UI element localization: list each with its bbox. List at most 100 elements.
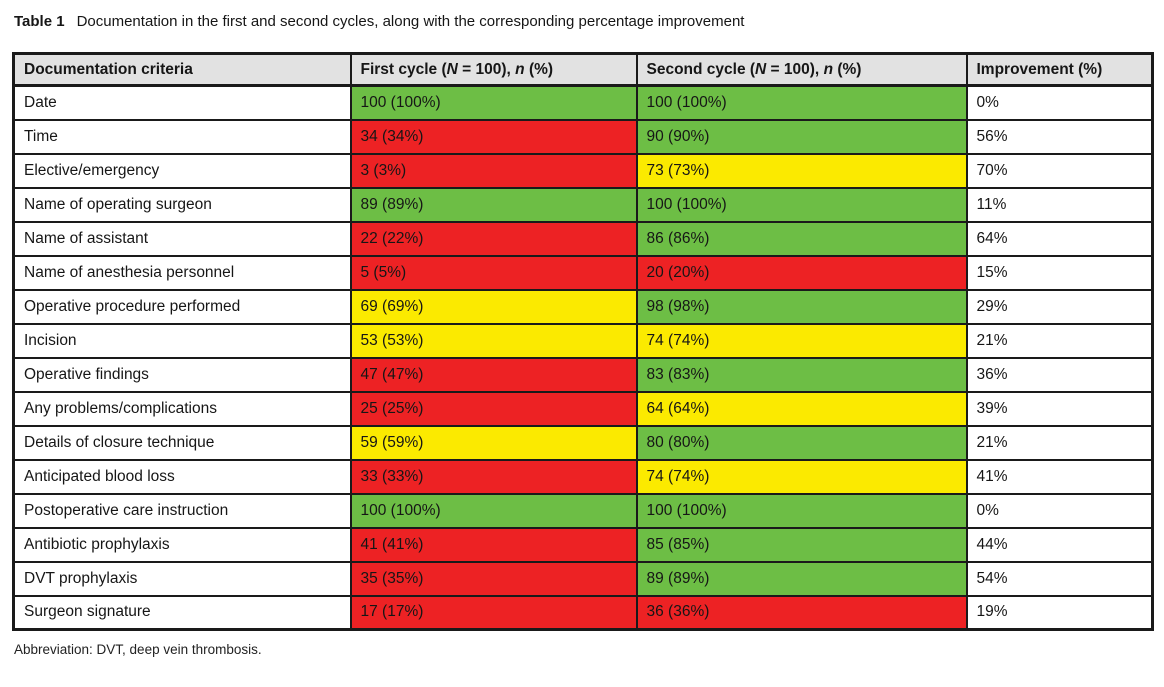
table-row: Antibiotic prophylaxis 41 (41%) 85 (85%)…: [12, 526, 1154, 563]
first-cycle-cell: 25 (25%): [349, 390, 638, 427]
header-var-n: n: [823, 60, 834, 78]
improvement-cell: 56%: [965, 118, 1154, 155]
criteria-cell: Incision: [12, 322, 352, 359]
criteria-cell: DVT prophylaxis: [12, 560, 352, 597]
criteria-cell: Any problems/complications: [12, 390, 352, 427]
criteria-cell: Name of operating surgeon: [12, 186, 352, 223]
first-cycle-cell: 34 (34%): [349, 118, 638, 155]
header-text: = 100),: [766, 60, 824, 78]
improvement-cell: 41%: [965, 458, 1154, 495]
second-cycle-cell: 74 (74%): [635, 458, 968, 495]
first-cycle-cell: 35 (35%): [349, 560, 638, 597]
col-header-criteria: Documentation criteria: [12, 52, 352, 87]
page: Table 1 Documentation in the first and se…: [12, 12, 1154, 657]
improvement-cell: 11%: [965, 186, 1154, 223]
improvement-cell: 54%: [965, 560, 1154, 597]
second-cycle-cell: 73 (73%): [635, 152, 968, 189]
second-cycle-cell: 100 (100%): [635, 492, 968, 529]
second-cycle-cell: 90 (90%): [635, 118, 968, 155]
improvement-cell: 19%: [965, 594, 1154, 631]
first-cycle-cell: 22 (22%): [349, 220, 638, 257]
first-cycle-cell: 100 (100%): [349, 492, 638, 529]
criteria-cell: Name of anesthesia personnel: [12, 254, 352, 291]
criteria-cell: Anticipated blood loss: [12, 458, 352, 495]
improvement-cell: 0%: [965, 492, 1154, 529]
table-row: Name of assistant 22 (22%) 86 (86%) 64%: [12, 220, 1154, 257]
improvement-cell: 21%: [965, 322, 1154, 359]
criteria-cell: Date: [12, 84, 352, 121]
table-row: Any problems/complications 25 (25%) 64 (…: [12, 390, 1154, 427]
second-cycle-cell: 85 (85%): [635, 526, 968, 563]
header-text: = 100),: [457, 60, 516, 78]
first-cycle-cell: 17 (17%): [349, 594, 638, 631]
first-cycle-cell: 47 (47%): [349, 356, 638, 393]
criteria-cell: Operative procedure performed: [12, 288, 352, 325]
criteria-cell: Surgeon signature: [12, 594, 352, 631]
header-text: (%): [524, 60, 554, 78]
second-cycle-cell: 98 (98%): [635, 288, 968, 325]
criteria-cell: Operative findings: [12, 356, 352, 393]
table-row: DVT prophylaxis 35 (35%) 89 (89%) 54%: [12, 560, 1154, 597]
first-cycle-cell: 53 (53%): [349, 322, 638, 359]
table-row: Incision 53 (53%) 74 (74%) 21%: [12, 322, 1154, 359]
second-cycle-cell: 100 (100%): [635, 186, 968, 223]
second-cycle-cell: 80 (80%): [635, 424, 968, 461]
header-var-n: n: [515, 60, 525, 78]
table-row: Anticipated blood loss 33 (33%) 74 (74%)…: [12, 458, 1154, 495]
criteria-cell: Details of closure technique: [12, 424, 352, 461]
first-cycle-cell: 89 (89%): [349, 186, 638, 223]
improvement-cell: 39%: [965, 390, 1154, 427]
criteria-cell: Antibiotic prophylaxis: [12, 526, 352, 563]
first-cycle-cell: 41 (41%): [349, 526, 638, 563]
first-cycle-cell: 59 (59%): [349, 424, 638, 461]
second-cycle-cell: 100 (100%): [635, 84, 968, 121]
table-caption: Table 1 Documentation in the first and se…: [14, 12, 1152, 31]
second-cycle-cell: 20 (20%): [635, 254, 968, 291]
header-var-N: N: [755, 60, 767, 78]
improvement-cell: 29%: [965, 288, 1154, 325]
criteria-cell: Elective/emergency: [12, 152, 352, 189]
col-header-second-cycle: Second cycle (N = 100), n (%): [635, 52, 968, 87]
header-text: Second cycle (: [646, 60, 756, 78]
col-header-first-cycle: First cycle (N = 100), n (%): [349, 52, 638, 87]
criteria-cell: Time: [12, 118, 352, 155]
table-row: Name of operating surgeon 89 (89%) 100 (…: [12, 186, 1154, 223]
header-row: Documentation criteria First cycle (N = …: [12, 52, 1154, 87]
col-header-improvement: Improvement (%): [965, 52, 1154, 87]
first-cycle-cell: 69 (69%): [349, 288, 638, 325]
table-row: Time 34 (34%) 90 (90%) 56%: [12, 118, 1154, 155]
second-cycle-cell: 36 (36%): [635, 594, 968, 631]
improvement-cell: 36%: [965, 356, 1154, 393]
table-footnote: Abbreviation: DVT, deep vein thrombosis.: [14, 642, 262, 657]
table-caption-label: Table 1: [14, 13, 65, 30]
first-cycle-cell: 100 (100%): [349, 84, 638, 121]
table-row: Name of anesthesia personnel 5 (5%) 20 (…: [12, 254, 1154, 291]
second-cycle-cell: 64 (64%): [635, 390, 968, 427]
improvement-cell: 15%: [965, 254, 1154, 291]
table-row: Operative findings 47 (47%) 83 (83%) 36%: [12, 356, 1154, 393]
second-cycle-cell: 89 (89%): [635, 560, 968, 597]
header-var-N: N: [446, 60, 458, 78]
criteria-cell: Name of assistant: [12, 220, 352, 257]
improvement-cell: 44%: [965, 526, 1154, 563]
second-cycle-cell: 83 (83%): [635, 356, 968, 393]
table-caption-text: Documentation in the first and second cy…: [76, 13, 745, 30]
improvement-cell: 21%: [965, 424, 1154, 461]
table-row: Operative procedure performed 69 (69%) 9…: [12, 288, 1154, 325]
table-row: Details of closure technique 59 (59%) 80…: [12, 424, 1154, 461]
improvement-cell: 70%: [965, 152, 1154, 189]
second-cycle-cell: 74 (74%): [635, 322, 968, 359]
table-row: Elective/emergency 3 (3%) 73 (73%) 70%: [12, 152, 1154, 189]
first-cycle-cell: 33 (33%): [349, 458, 638, 495]
documentation-table: Documentation criteria First cycle (N = …: [12, 52, 1154, 631]
second-cycle-cell: 86 (86%): [635, 220, 968, 257]
criteria-cell: Postoperative care instruction: [12, 492, 352, 529]
table-row: Postoperative care instruction 100 (100%…: [12, 492, 1154, 529]
header-text: First cycle (: [360, 60, 447, 78]
table-row: Surgeon signature 17 (17%) 36 (36%) 19%: [12, 594, 1154, 631]
improvement-cell: 64%: [965, 220, 1154, 257]
improvement-cell: 0%: [965, 84, 1154, 121]
first-cycle-cell: 5 (5%): [349, 254, 638, 291]
header-text: (%): [833, 60, 862, 78]
first-cycle-cell: 3 (3%): [349, 152, 638, 189]
